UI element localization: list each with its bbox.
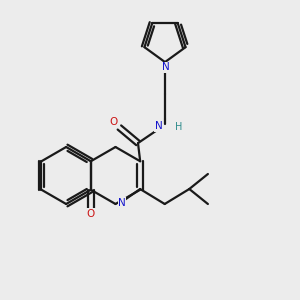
Text: H: H [175,122,182,132]
Text: N: N [162,62,170,73]
Text: N: N [118,197,126,208]
Text: O: O [110,117,118,127]
Text: O: O [87,209,95,219]
Text: N: N [155,121,163,131]
